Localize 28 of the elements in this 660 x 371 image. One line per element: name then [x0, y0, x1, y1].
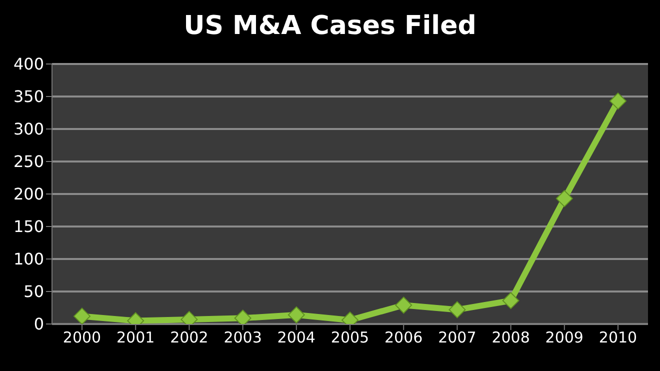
x-tick-label: 2009: [545, 328, 584, 347]
point: [288, 306, 305, 324]
x-tick-label: 2002: [170, 328, 208, 347]
point: [74, 308, 90, 324]
x-tick-label: 2000: [62, 328, 102, 347]
x-tick-label: 2004: [277, 328, 316, 347]
y-tick-label: 150: [13, 217, 44, 236]
y-tick-label: 50: [24, 282, 44, 302]
y-tick-label: 400: [13, 54, 44, 74]
point: [395, 296, 412, 314]
point: [610, 92, 626, 110]
x-tick-label: 2005: [330, 328, 370, 347]
x-tick-label: 2003: [224, 328, 262, 347]
y-tick-label: 350: [13, 87, 44, 106]
x-tick-label: 2010: [598, 328, 638, 347]
point: [502, 292, 520, 310]
x-tick-label: 2008: [492, 328, 530, 347]
y-tick-label: 250: [13, 152, 44, 172]
x-tick-label: 2001: [116, 328, 155, 347]
point: [448, 301, 466, 318]
y-tick-label: 200: [13, 184, 44, 204]
y-tick-label: 300: [13, 120, 44, 139]
point: [556, 190, 573, 208]
x-tick-label: 2007: [438, 328, 476, 347]
x-tick-label: 2006: [384, 328, 423, 347]
y-tick-label: 100: [13, 250, 44, 269]
chart-title: US M&A Cases Filed: [184, 11, 476, 41]
y-tick-label: 0: [34, 314, 44, 334]
